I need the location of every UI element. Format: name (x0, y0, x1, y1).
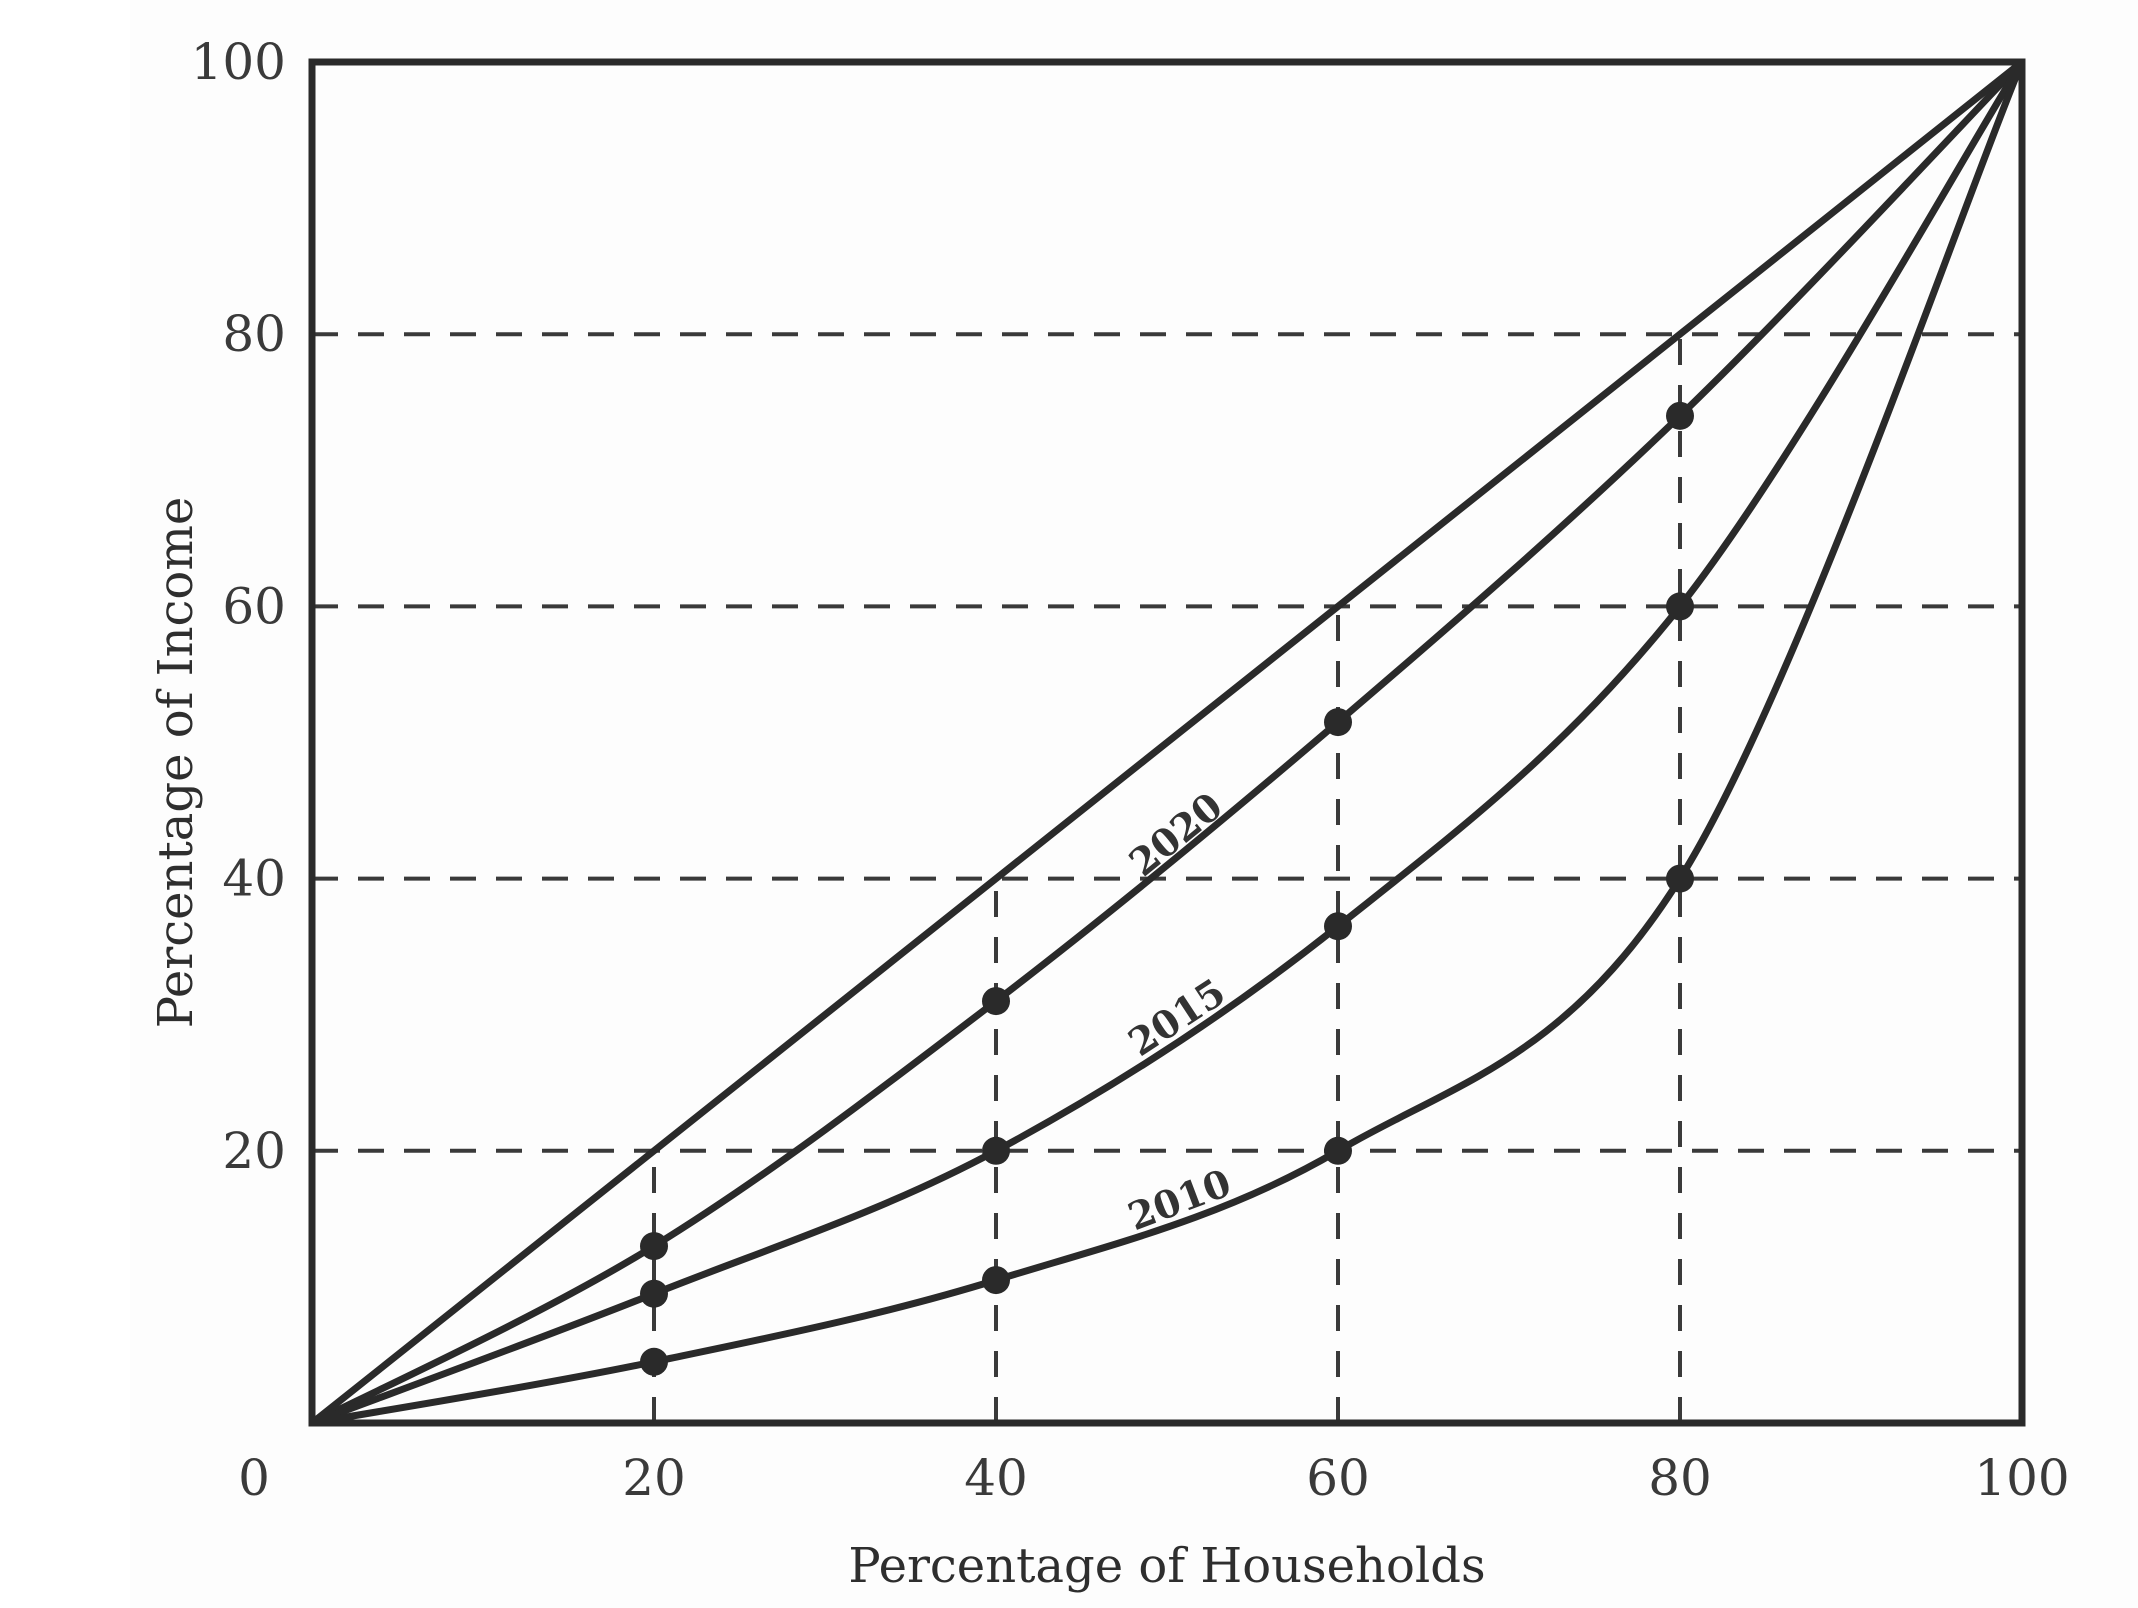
y-tick-label-20: 20 (222, 1122, 286, 1180)
y-tick-label-80: 80 (222, 305, 286, 363)
tick-layer: 0 20 40 60 80 100 20 40 60 80 100 (191, 33, 2070, 1507)
point-2015-80 (1666, 592, 1694, 621)
point-2015-60 (1324, 912, 1352, 941)
point-2010-40 (982, 1266, 1010, 1295)
point-2020-80 (1666, 401, 1694, 430)
point-2015-40 (982, 1136, 1010, 1165)
series-line-2020 (308, 58, 2026, 1427)
chart-background (130, 0, 2138, 1608)
point-2020-40 (982, 987, 1010, 1016)
y-tick-label-60: 60 (222, 577, 286, 635)
point-2010-60 (1324, 1136, 1352, 1165)
y-tick-label-40: 40 (222, 850, 286, 908)
plot-frame (308, 58, 2026, 1427)
x-tick-label-40: 40 (964, 1449, 1028, 1507)
marker-layer (640, 401, 1694, 1376)
point-2020-60 (1324, 708, 1352, 737)
series-line-line-of-equality (308, 58, 2026, 1427)
grid-layer (312, 332, 2022, 1423)
y-axis-title: Percentage of Income (148, 497, 204, 1029)
point-2015-20 (640, 1279, 668, 1308)
x-axis-title: Percentage of Households (848, 1538, 1485, 1594)
series-line-2015 (308, 58, 2026, 1427)
x-tick-label-80: 80 (1648, 1449, 1712, 1507)
point-2010-20 (640, 1347, 668, 1376)
x-tick-label-60: 60 (1306, 1449, 1370, 1507)
x-tick-label-100: 100 (1974, 1449, 2069, 1507)
y-tick-label-100: 100 (191, 33, 286, 91)
x-tick-label-0: 0 (238, 1449, 270, 1507)
point-2010-80 (1666, 864, 1694, 893)
x-tick-label-20: 20 (622, 1449, 686, 1507)
point-2020-20 (640, 1232, 668, 1261)
series-layer (308, 58, 2026, 1427)
